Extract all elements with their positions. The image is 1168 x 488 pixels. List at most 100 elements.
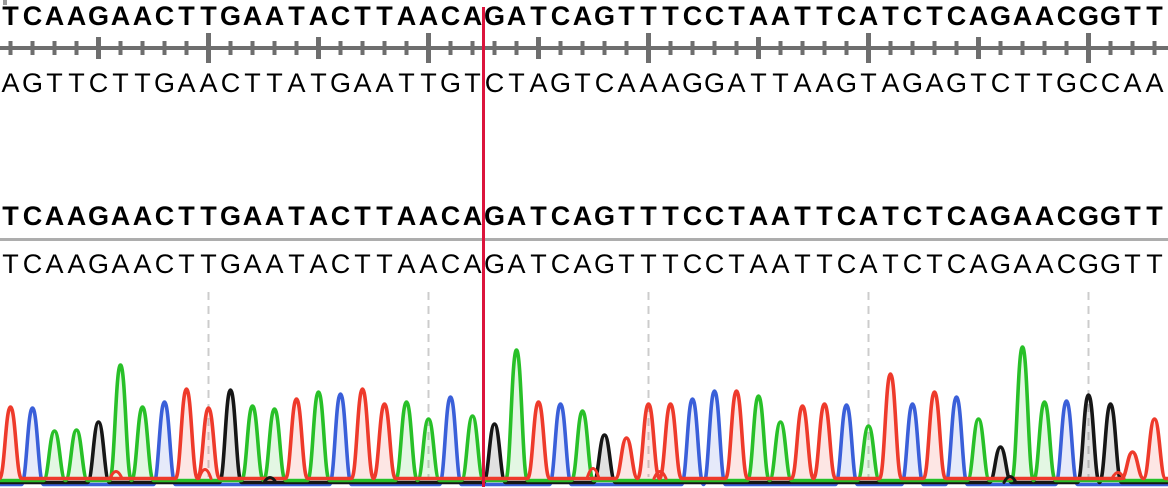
base-letter[interactable]: A (308, 201, 329, 231)
base-letter[interactable]: T (178, 1, 195, 31)
base-letter[interactable]: T (728, 201, 745, 231)
base-letter[interactable]: T (288, 1, 305, 31)
base-letter[interactable]: C (1056, 249, 1077, 279)
base-letter[interactable]: C (836, 201, 857, 231)
base-letter[interactable]: T (354, 201, 371, 231)
base-letter[interactable]: C (682, 201, 703, 231)
base-letter[interactable]: T (310, 68, 327, 98)
base-letter[interactable]: A (308, 1, 329, 31)
base-letter[interactable]: A (770, 1, 791, 31)
base-letter[interactable]: A (462, 201, 483, 231)
base-letter[interactable]: T (2, 1, 19, 31)
base-letter[interactable]: C (902, 1, 923, 31)
base-letter[interactable]: T (1036, 68, 1053, 98)
base-letter[interactable]: T (112, 68, 129, 98)
base-letter[interactable]: A (858, 1, 879, 31)
base-letter[interactable]: G (1099, 201, 1121, 231)
base-letter[interactable]: A (1012, 1, 1033, 31)
base-letter[interactable]: A (396, 201, 417, 231)
trace-basecalls[interactable]: T C A AGA A C T T GA A T A C T T A A C AGA T C AG T T T CC T A A T T C A… (0, 250, 1166, 278)
base-letter[interactable]: A (572, 1, 593, 31)
base-letter[interactable]: T (508, 68, 525, 98)
base-letter[interactable]: G (219, 201, 241, 231)
base-letter[interactable]: T (288, 201, 305, 231)
base-letter[interactable]: T (46, 68, 63, 98)
base-letter[interactable]: T (618, 249, 635, 279)
base-letter[interactable]: A (132, 1, 153, 31)
base-letter[interactable]: A (793, 68, 812, 98)
base-letter[interactable]: C (946, 1, 967, 31)
base-letter[interactable]: A (418, 1, 439, 31)
base-letter[interactable]: C (22, 201, 43, 231)
base-letter[interactable]: C (990, 68, 1011, 98)
base-letter[interactable]: A (1145, 68, 1164, 98)
base-letter[interactable]: A (264, 201, 285, 231)
base-letter[interactable]: T (376, 201, 393, 231)
base-letter[interactable]: A (968, 201, 989, 231)
base-letter[interactable]: T (244, 68, 261, 98)
base-letter[interactable]: C (836, 249, 857, 279)
base-letter[interactable]: A (639, 68, 658, 98)
base-letter[interactable]: A (243, 249, 262, 279)
base-letter[interactable]: T (464, 68, 481, 98)
base-letter[interactable]: T (354, 249, 371, 279)
base-letter[interactable]: G (21, 68, 43, 98)
base-letter[interactable]: G (1077, 249, 1099, 279)
base-letter[interactable]: A (748, 1, 769, 31)
base-letter[interactable]: T (200, 1, 217, 31)
base-letter[interactable]: G (945, 68, 967, 98)
base-letter[interactable]: T (2, 201, 19, 231)
base-letter[interactable]: A (506, 201, 527, 231)
base-letter[interactable]: A (881, 68, 900, 98)
base-letter[interactable]: T (1146, 201, 1163, 231)
base-letter[interactable]: C (154, 201, 175, 231)
base-letter[interactable]: T (640, 249, 657, 279)
base-letter[interactable]: C (330, 1, 351, 31)
base-letter[interactable]: A (529, 68, 548, 98)
base-letter[interactable]: T (662, 249, 679, 279)
base-letter[interactable]: G (87, 201, 109, 231)
base-letter[interactable]: C (1100, 68, 1121, 98)
base-letter[interactable]: A (111, 249, 130, 279)
base-letter[interactable]: C (550, 201, 571, 231)
base-letter[interactable]: G (219, 1, 241, 31)
base-letter[interactable]: T (926, 249, 943, 279)
base-letter[interactable]: T (1014, 68, 1031, 98)
base-letter[interactable]: T (178, 249, 195, 279)
base-letter[interactable]: T (420, 68, 437, 98)
base-letter[interactable]: C (330, 201, 351, 231)
base-letter[interactable]: C (946, 201, 967, 231)
base-letter[interactable]: A (419, 249, 438, 279)
base-letter[interactable]: T (68, 68, 85, 98)
base-letter[interactable]: A (507, 249, 526, 279)
base-letter[interactable]: G (1055, 68, 1077, 98)
base-letter[interactable]: A (45, 249, 64, 279)
base-letter[interactable]: C (330, 249, 351, 279)
base-letter[interactable]: A (815, 68, 834, 98)
base-letter[interactable]: A (661, 68, 680, 98)
insertion-cursor[interactable] (482, 7, 485, 487)
base-letter[interactable]: T (926, 1, 943, 31)
base-letter[interactable]: G (703, 68, 725, 98)
base-letter[interactable]: G (989, 1, 1011, 31)
base-letter[interactable]: T (376, 249, 393, 279)
base-letter[interactable]: T (1146, 1, 1163, 31)
base-letter[interactable]: G (593, 249, 615, 279)
base-letter[interactable]: C (682, 1, 703, 31)
base-letter[interactable]: T (728, 249, 745, 279)
base-letter[interactable]: A (770, 201, 791, 231)
reference-top-strand[interactable]: T CAAGAAC T T GAA T AC T T AACAGA T CAG T T T CC T AA T T CA… (0, 2, 1166, 30)
base-letter[interactable]: A (968, 1, 989, 31)
base-letter[interactable]: G (329, 68, 351, 98)
base-letter[interactable]: C (484, 68, 505, 98)
base-letter[interactable]: G (87, 249, 109, 279)
base-letter[interactable]: T (816, 1, 833, 31)
base-letter[interactable]: T (772, 68, 789, 98)
base-letter[interactable]: C (22, 249, 43, 279)
base-letter[interactable]: G (219, 249, 241, 279)
base-letter[interactable]: T (288, 249, 305, 279)
base-letter[interactable]: T (354, 1, 371, 31)
base-letter[interactable]: G (87, 1, 109, 31)
base-letter[interactable]: T (618, 1, 635, 31)
consensus-sequence[interactable]: T CAAGAAC T T GAA T AC T T AACAGA T CAG T T T CC T AA T T CA… (0, 202, 1166, 230)
